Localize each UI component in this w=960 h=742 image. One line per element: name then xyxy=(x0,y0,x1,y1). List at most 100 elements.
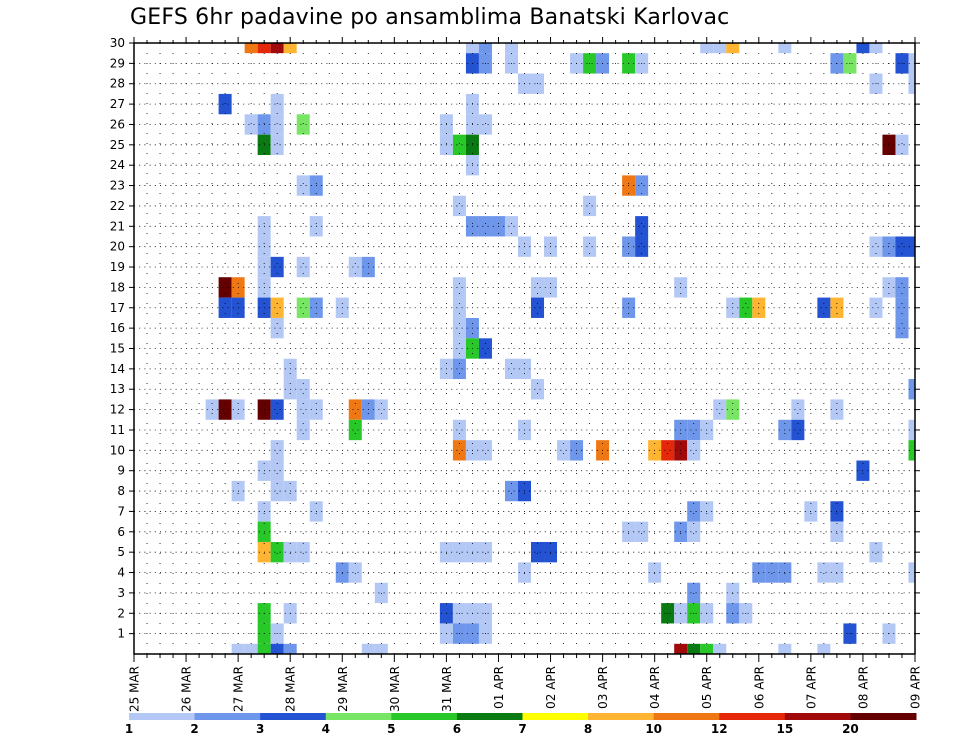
legend-swatch xyxy=(784,713,851,720)
heatmap-cell xyxy=(778,643,792,654)
heatmap-cell xyxy=(687,440,701,461)
legend-swatch xyxy=(194,713,261,720)
heatmap-cell xyxy=(908,53,915,74)
y-tick-label: 12 xyxy=(110,403,125,417)
heatmap-cell xyxy=(908,419,915,441)
heatmap-cell xyxy=(895,277,909,298)
heatmap-cells xyxy=(205,43,915,654)
heatmap-cell xyxy=(895,317,909,339)
heatmap-cell xyxy=(713,399,727,420)
heatmap-cell xyxy=(687,521,701,542)
heatmap-cell xyxy=(635,521,649,542)
legend-swatch xyxy=(850,713,917,720)
heatmap-cell xyxy=(283,643,297,654)
y-tick-label: 9 xyxy=(117,464,125,478)
heatmap-cell xyxy=(765,562,779,583)
legend-swatch xyxy=(522,713,589,720)
color-legend: 1 2 3 4 5 6 7 8 10 12 15 20 xyxy=(125,713,917,736)
x-date-label: 26 MAR xyxy=(180,666,194,712)
heatmap-cell xyxy=(270,643,284,654)
heatmap-cell xyxy=(270,93,284,115)
heatmap-cell xyxy=(348,562,362,583)
legend-label: 12 xyxy=(711,722,728,736)
plot-grid xyxy=(134,43,915,654)
legend-label: 2 xyxy=(190,722,198,736)
y-tick-label: 10 xyxy=(110,443,125,457)
legend-label: 5 xyxy=(387,722,395,736)
heatmap-cell xyxy=(218,399,232,420)
heatmap-cell xyxy=(270,541,284,563)
y-tick-label: 2 xyxy=(117,606,125,620)
heatmap-cell xyxy=(270,134,284,156)
heatmap-cell xyxy=(583,236,597,257)
heatmap-cell xyxy=(504,480,518,502)
y-tick-label: 18 xyxy=(110,280,125,294)
x-date-label: 30 MAR xyxy=(388,666,402,712)
heatmap-cell xyxy=(452,440,466,461)
heatmap-cell xyxy=(817,643,831,654)
heatmap-cell xyxy=(296,419,310,441)
x-date-label: 03 APR xyxy=(596,666,610,709)
heatmap-cell xyxy=(231,643,245,654)
heatmap-cell xyxy=(687,582,701,604)
heatmap-cell xyxy=(674,643,688,654)
y-tick-label: 4 xyxy=(117,566,125,580)
y-tick-label: 8 xyxy=(117,484,125,498)
heatmap-cell xyxy=(478,114,492,135)
y-tick-label: 30 xyxy=(110,36,125,50)
heatmap-cell xyxy=(504,43,518,54)
heatmap-cell xyxy=(895,236,909,257)
heatmap-cell xyxy=(374,643,388,654)
heatmap-cell xyxy=(296,379,310,400)
y-tick-label: 20 xyxy=(110,240,125,254)
heatmap-cell xyxy=(817,562,831,583)
y-tick-label: 22 xyxy=(110,199,125,213)
heatmap-cell xyxy=(452,338,466,359)
heatmap-cell xyxy=(478,541,492,563)
y-tick-label: 11 xyxy=(110,423,125,437)
y-tick-label: 6 xyxy=(117,525,125,539)
heatmap-cell xyxy=(348,399,362,420)
heatmap-cell xyxy=(270,480,284,502)
heatmap-cell xyxy=(296,297,310,318)
y-tick-label: 26 xyxy=(110,117,125,131)
heatmap-cell xyxy=(283,43,297,54)
heatmap-cell xyxy=(452,277,466,298)
heatmap-cell xyxy=(869,297,883,318)
heatmap-cell xyxy=(452,195,466,217)
x-date-label: 06 APR xyxy=(752,666,766,709)
heatmap-cell xyxy=(869,43,883,54)
heatmap-cell xyxy=(531,297,545,318)
legend-label: 20 xyxy=(842,722,859,736)
x-date-label: 04 APR xyxy=(648,666,662,709)
heatmap-cell xyxy=(856,43,870,54)
x-date-label: 28 MAR xyxy=(284,666,298,712)
heatmap-cell xyxy=(908,562,915,583)
heatmap-cell xyxy=(478,216,492,237)
heatmap-cell xyxy=(270,440,284,461)
heatmap-cell xyxy=(478,338,492,359)
heatmap-cell xyxy=(296,175,310,196)
legend-label: 1 xyxy=(125,722,133,736)
heatmap-cell xyxy=(895,134,909,156)
heatmap-cell xyxy=(478,43,492,54)
heatmap-cell xyxy=(348,256,362,278)
legend-label: 3 xyxy=(256,722,264,736)
heatmap-cell xyxy=(908,440,915,461)
y-tick-label: 13 xyxy=(110,382,125,396)
legend-swatch xyxy=(653,713,720,720)
heatmap-cell xyxy=(713,43,727,54)
x-date-label: 07 APR xyxy=(804,666,818,709)
legend-swatch xyxy=(260,713,327,720)
heatmap-cell xyxy=(452,317,466,339)
chart-title: GEFS 6hr padavine po ansamblima Banatski… xyxy=(130,5,730,30)
heatmap-cell xyxy=(257,43,271,54)
x-date-label: 01 APR xyxy=(492,666,506,709)
y-tick-label: 7 xyxy=(117,504,125,518)
heatmap-cell xyxy=(244,643,258,654)
heatmap-cell xyxy=(452,419,466,441)
heatmap-cell xyxy=(270,256,284,278)
heatmap-cell xyxy=(531,277,545,298)
heatmap-cell xyxy=(557,440,571,461)
